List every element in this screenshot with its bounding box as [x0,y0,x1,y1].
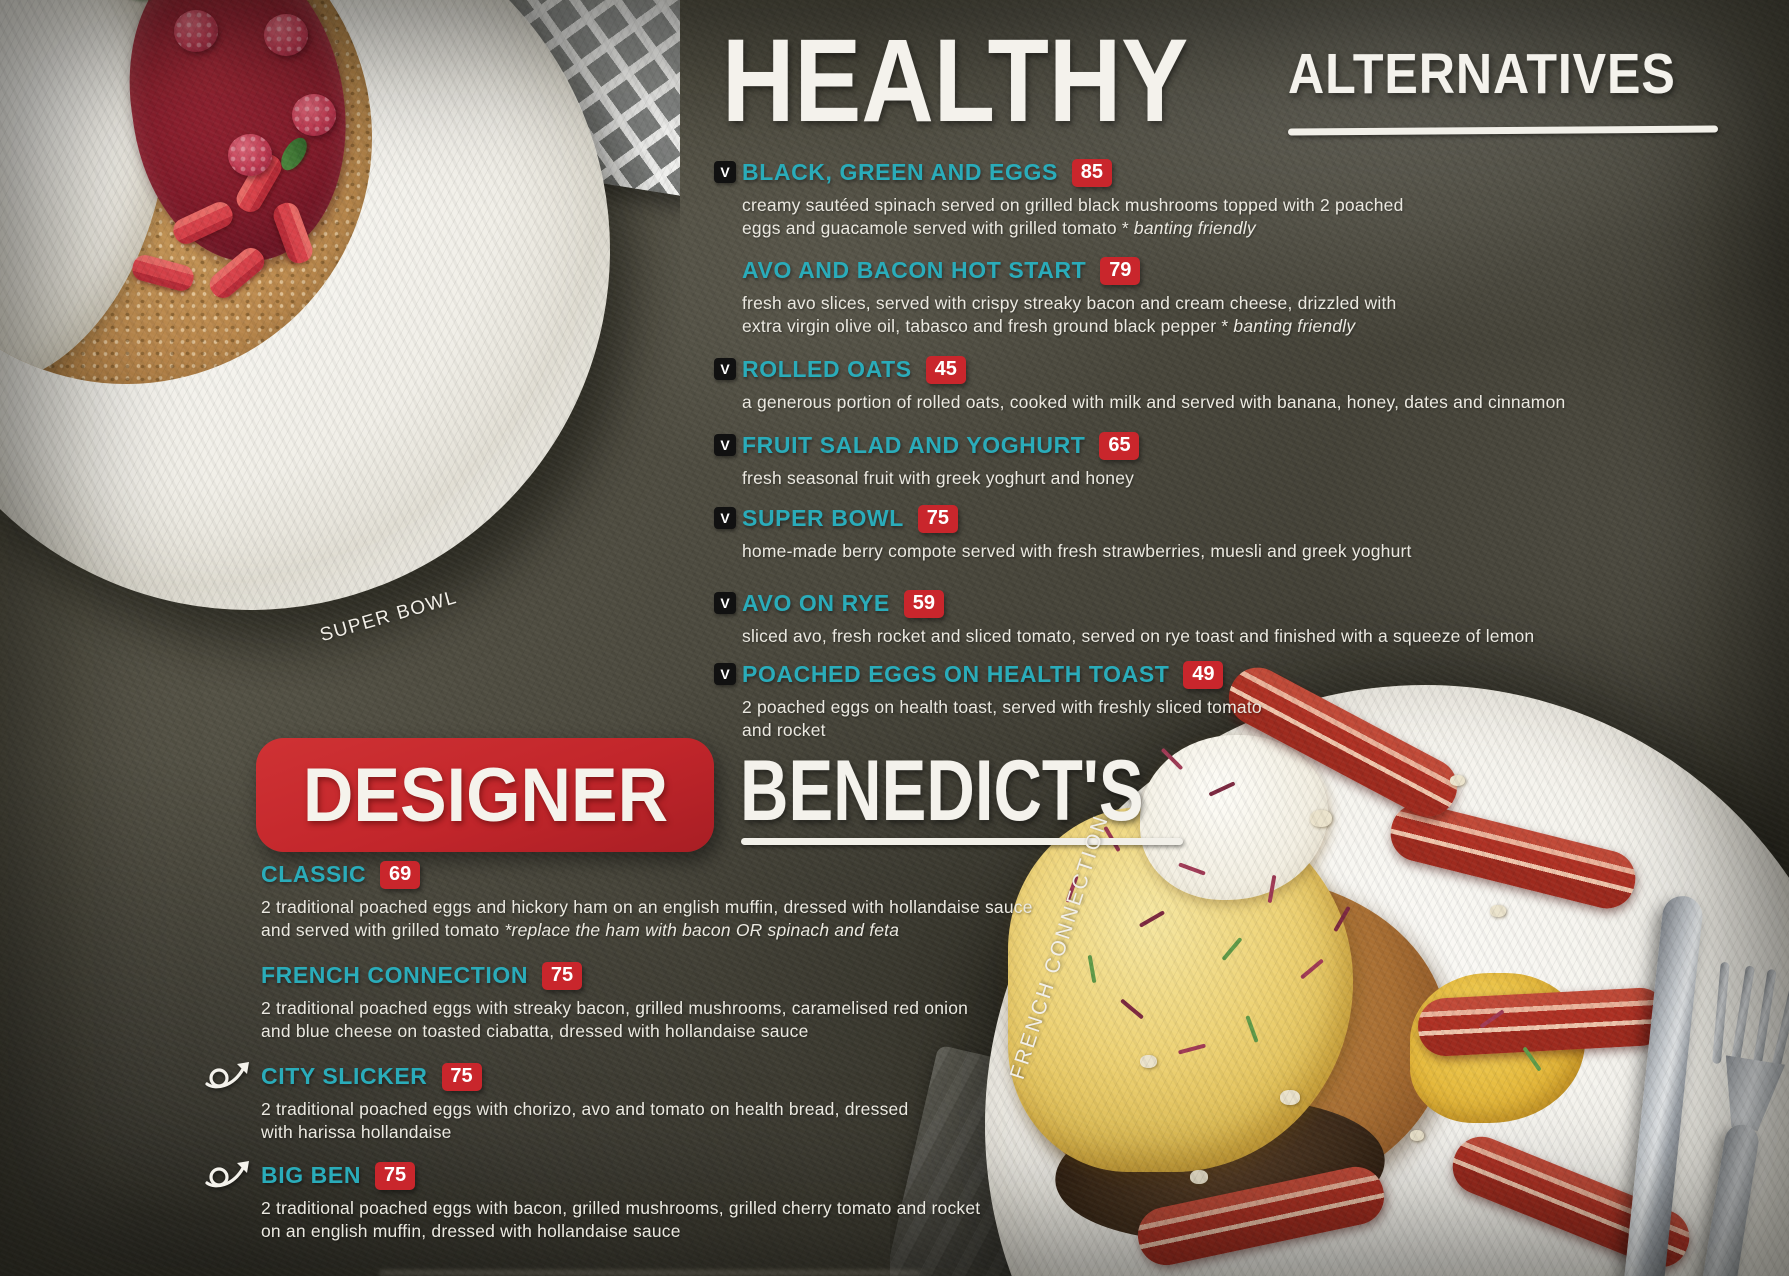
item-description: 2 traditional poached eggs and hickory h… [261,897,1033,940]
item-name: ROLLED OATS [742,356,912,382]
price-badge: 75 [441,1063,482,1091]
item-title-row: V BIG BEN 75 [205,1161,1241,1190]
menu-item: V SUPER BOWL 75 home-made berry compote … [714,505,1722,563]
raspberry [264,14,308,56]
item-name: CITY SLICKER [261,1063,428,1089]
vegetarian-icon: V [714,592,736,614]
cheese-crumb [1140,1055,1157,1068]
menu-item: V POACHED EGGS ON HEALTH TOAST 49 2 poac… [714,661,1722,742]
cheese-crumb [1410,1130,1424,1141]
vegetarian-icon: V [714,507,736,529]
vegetarian-icon: V [714,434,736,456]
vegetarian-icon: V [714,161,736,183]
item-title-row: V FRUIT SALAD AND YOGHURT 65 [714,432,1722,460]
section-subtitle-alternatives: ALTERNATIVES [1288,42,1676,106]
item-title-row: V SUPER BOWL 75 [714,505,1722,533]
item-description: creamy sautéed spinach served on grilled… [742,195,1404,238]
item-description: 2 traditional poached eggs with chorizo,… [261,1099,909,1142]
item-title-row: V ROLLED OATS 45 [714,356,1722,384]
item-description: 2 traditional poached eggs with streaky … [261,998,969,1041]
vegetarian-icon: V [714,663,736,685]
cheese-crumb [1450,775,1465,786]
fork-handle [1699,1122,1761,1276]
table-edge-highlight [380,1270,920,1276]
price-badge: 85 [1071,159,1112,187]
item-description: sliced avo, fresh rocket and sliced toma… [742,626,1535,646]
strawberry-slice [129,252,197,294]
menu-item: V FRUIT SALAD AND YOGHURT 65 fresh seaso… [714,432,1722,490]
item-title-row: V BLACK, GREEN AND EGGS 85 [714,159,1722,187]
menu-item: V BIG BEN 75 2 traditional poached eggs … [205,1161,1241,1243]
item-name: AVO AND BACON HOT START [742,257,1087,283]
price-badge: 75 [375,1162,416,1190]
price-badge: 49 [1183,661,1224,689]
item-title-row: V AVO AND BACON HOT START 79 [742,257,1722,285]
designer-title-box: DESIGNER [256,738,714,852]
photo-super-bowl [0,0,680,690]
menu-item: V BLACK, GREEN AND EGGS 85 creamy sautée… [714,159,1722,240]
raspberry [174,10,218,52]
raspberry [228,134,272,176]
underline-rule [741,838,1183,845]
item-name: SUPER BOWL [742,505,904,531]
section-title-healthy: HEALTHY [722,15,1189,147]
menu-item: V AVO ON RYE 59 sliced avo, fresh rocket… [714,590,1722,648]
item-description: 2 poached eggs on health toast, served w… [742,697,1262,740]
poached-egg [1140,735,1328,900]
section-title-benedicts: BENEDICT'S [740,743,1144,839]
price-badge: 45 [925,356,966,384]
item-description: a generous portion of rolled oats, cooke… [742,392,1566,412]
cheese-crumb [1190,1170,1208,1184]
item-title-row: V CLASSIC 69 [261,861,1241,889]
item-name: AVO ON RYE [742,590,890,616]
price-badge: 75 [917,505,958,533]
fork-tine [1730,965,1755,1068]
item-name: BLACK, GREEN AND EGGS [742,159,1058,185]
menu-item: V FRENCH CONNECTION 75 2 traditional poa… [261,962,1241,1043]
vegetarian-icon: V [714,358,736,380]
item-name: CLASSIC [261,861,367,887]
menu-item: V ROLLED OATS 45 a generous portion of r… [714,356,1722,414]
photo-french-connection [890,575,1789,1276]
section-title-designer: DESIGNER [302,752,668,838]
price-badge: 79 [1100,257,1141,285]
underline-rule [1287,125,1719,136]
price-badge: 59 [903,590,944,618]
item-name: BIG BEN [261,1162,362,1188]
granola-bowl [0,0,372,384]
item-name: FRUIT SALAD AND YOGHURT [742,432,1086,458]
raspberry [292,94,336,136]
cheese-crumb [1310,810,1332,827]
post-horn-icon [204,1060,250,1097]
cheese-crumb [1280,1090,1300,1105]
item-title-row: V POACHED EGGS ON HEALTH TOAST 49 [714,661,1722,689]
price-badge: 65 [1099,432,1140,460]
item-title-row: V CITY SLICKER 75 [205,1062,1241,1091]
price-badge: 75 [542,962,583,990]
post-horn-icon [204,1159,250,1196]
item-name: POACHED EGGS ON HEALTH TOAST [742,661,1170,687]
menu-item: V CLASSIC 69 2 traditional poached eggs … [261,861,1241,942]
item-name: FRENCH CONNECTION [261,962,529,988]
item-description: fresh seasonal fruit with greek yoghurt … [742,468,1135,488]
menu-item: V AVO AND BACON HOT START 79 fresh avo s… [742,257,1722,338]
plate [0,0,610,610]
item-title-row: V FRENCH CONNECTION 75 [261,962,1241,990]
item-title-row: V AVO ON RYE 59 [714,590,1722,618]
menu-item: V CITY SLICKER 75 2 traditional poached … [205,1062,1241,1144]
item-description: fresh avo slices, served with crispy str… [742,293,1397,336]
item-description: 2 traditional poached eggs with bacon, g… [261,1198,981,1241]
cheese-crumb [1490,905,1506,917]
price-badge: 69 [380,861,421,889]
item-description: home-made berry compote served with fres… [742,541,1412,561]
fork-neck [1715,1055,1785,1134]
